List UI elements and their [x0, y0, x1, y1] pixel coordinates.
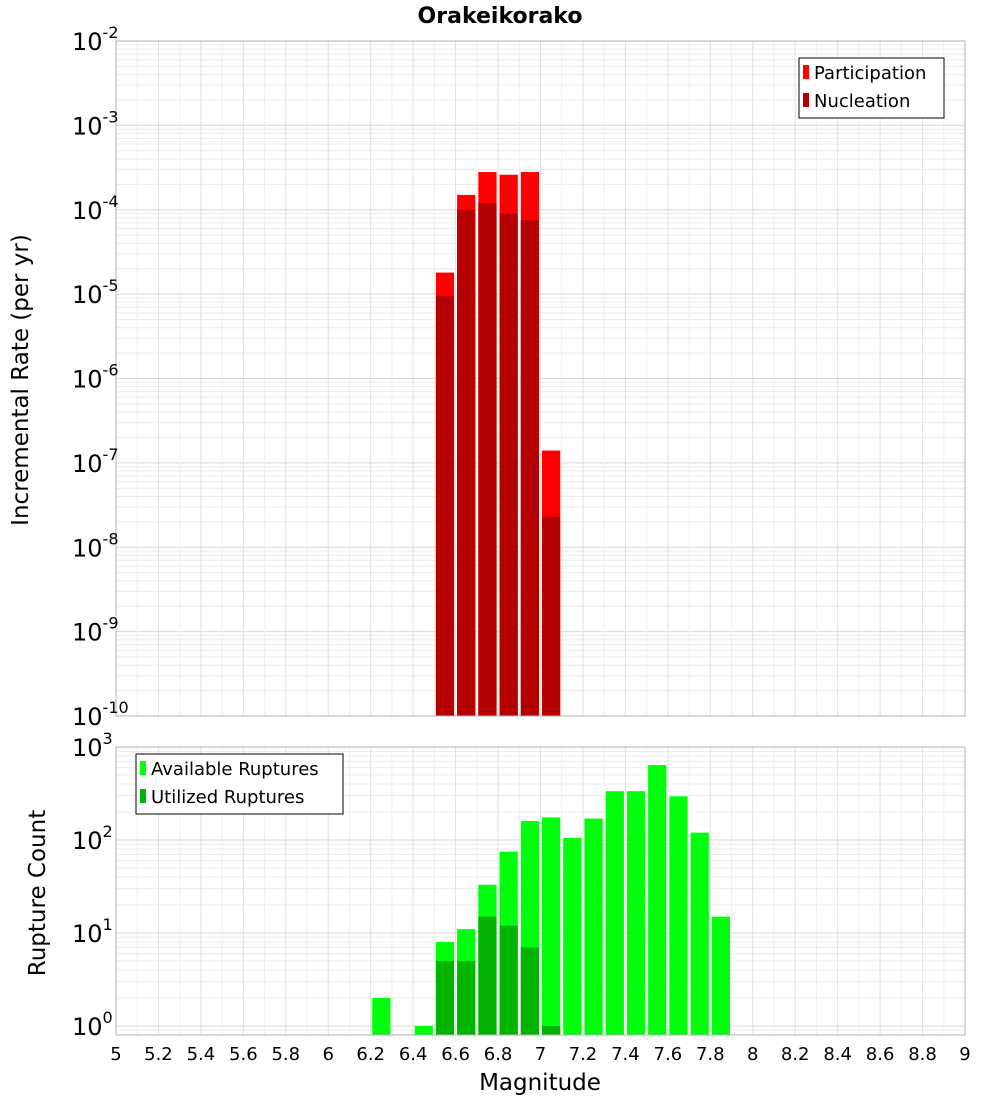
- y-tick-label: 10-2: [72, 23, 119, 56]
- x-tick-label: 5.4: [187, 1044, 216, 1065]
- bar-utilized-ruptures: [457, 960, 476, 1035]
- x-tick-label: 6.4: [399, 1044, 428, 1065]
- x-tick-label: 5.6: [229, 1044, 258, 1065]
- legend-label: Available Ruptures: [151, 759, 319, 780]
- legend-swatch: [140, 761, 146, 775]
- bar-nucleation: [542, 516, 561, 716]
- bar-utilized-ruptures: [499, 925, 518, 1035]
- y-tick-label: 101: [72, 915, 113, 948]
- y-tick-label: 100: [72, 1008, 113, 1041]
- y-tick-label: 10-8: [72, 529, 119, 562]
- bar-available-ruptures: [542, 817, 561, 1035]
- x-tick-label: 6.6: [441, 1044, 470, 1065]
- plot-frame: [115, 40, 966, 717]
- x-tick-label: 8: [747, 1044, 758, 1065]
- legend-label: Nucleation: [814, 91, 910, 112]
- bar-utilized-ruptures: [542, 1025, 561, 1035]
- bar-available-ruptures: [372, 997, 391, 1035]
- x-tick-label: 7.2: [569, 1044, 598, 1065]
- legend-swatch: [803, 65, 809, 79]
- bar-utilized-ruptures: [478, 916, 497, 1035]
- x-tick-label: 7: [535, 1044, 546, 1065]
- x-tick-label: 9: [959, 1044, 970, 1065]
- y-tick-label: 10-7: [72, 445, 119, 478]
- x-tick-label: 6: [323, 1044, 334, 1065]
- legend-swatch: [803, 93, 809, 107]
- bar-available-ruptures: [584, 818, 603, 1035]
- bar-available-ruptures: [605, 791, 624, 1035]
- bar-available-ruptures: [690, 832, 709, 1035]
- x-tick-label: 7.8: [696, 1044, 725, 1065]
- y-tick-label: 10-5: [72, 276, 119, 309]
- y-tick-label: 10-4: [72, 192, 119, 225]
- x-tick-label: 7.6: [654, 1044, 683, 1065]
- bar-nucleation: [457, 209, 476, 716]
- bar-nucleation: [499, 213, 518, 717]
- x-tick-label: 6.2: [356, 1044, 385, 1065]
- x-tick-label: 5.2: [144, 1044, 173, 1065]
- rate-panel: 10-10 10-9 10-8 10-7 10-6 10-5 10-4 10-3 10-2 Par…: [72, 23, 966, 731]
- y-tick-label: 103: [72, 729, 113, 762]
- plot-frame: [115, 746, 966, 1036]
- bar-available-ruptures: [626, 791, 646, 1035]
- legend-box: [135, 753, 344, 815]
- bar-utilized-ruptures: [520, 947, 539, 1035]
- legend-swatch: [140, 789, 146, 803]
- legend-label: Utilized Ruptures: [151, 787, 304, 808]
- plot-layer: 10-10 10-9 10-8 10-7 10-6 10-5 10-4 10-3 10-2 Par…: [72, 23, 971, 1065]
- x-tick-label: 8.2: [781, 1044, 810, 1065]
- y-tick-label: 10-10: [72, 698, 129, 731]
- bar-available-ruptures: [563, 838, 582, 1035]
- x-tick-label: 5.8: [271, 1044, 300, 1065]
- y-tick-label: 102: [72, 822, 113, 855]
- bar-available-ruptures: [648, 765, 667, 1035]
- bar-available-ruptures: [711, 916, 731, 1035]
- bar-available-ruptures: [414, 1025, 433, 1035]
- rate-panel-y-axis-label: Incremental Rate (per yr): [8, 234, 34, 526]
- y-tick-label: 10-6: [72, 361, 119, 394]
- bar-nucleation: [520, 220, 539, 717]
- bar-nucleation: [478, 203, 497, 716]
- bar-available-ruptures: [669, 796, 688, 1035]
- x-tick-label: 8.6: [866, 1044, 895, 1065]
- legend-label: Participation: [814, 63, 926, 84]
- bar-nucleation: [435, 296, 455, 716]
- count-panel: 100 101 102 103 Available Ruptures Utilized R…: [72, 729, 966, 1041]
- x-tick-label: 6.8: [484, 1044, 513, 1065]
- x-tick-label: 8.8: [908, 1044, 937, 1065]
- bar-utilized-ruptures: [435, 960, 455, 1035]
- x-axis-label: Magnitude: [479, 1070, 601, 1096]
- x-tick-label: 7.4: [611, 1044, 640, 1065]
- chart-title: Orakeikorako: [418, 4, 583, 29]
- x-tick-label: 8.4: [823, 1044, 852, 1065]
- count-panel-y-axis-label: Rupture Count: [25, 810, 51, 976]
- y-tick-label: 10-9: [72, 614, 119, 647]
- legend-box: [798, 57, 945, 119]
- y-tick-label: 10-3: [72, 107, 119, 140]
- x-tick-label: 5: [110, 1044, 121, 1065]
